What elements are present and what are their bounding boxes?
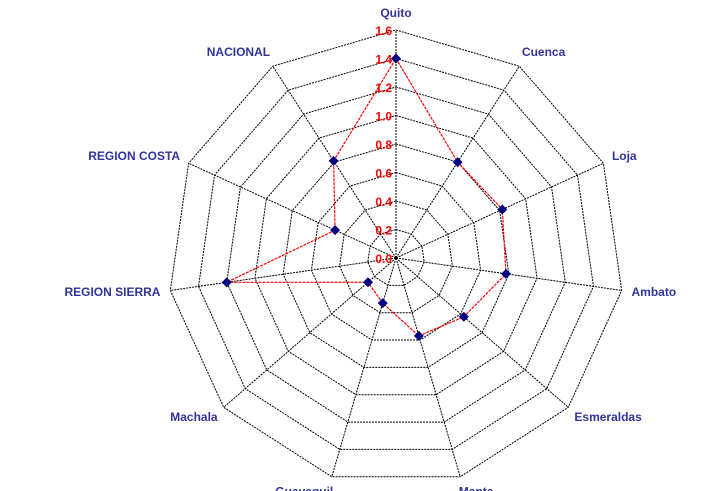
category-label: Manta [459, 484, 494, 491]
grid-ring [254, 114, 538, 396]
category-label: Quito [380, 6, 411, 20]
marker [413, 330, 424, 341]
grid-ring [198, 57, 594, 450]
tick-label: 1.0 [375, 110, 392, 124]
spoke [395, 257, 461, 477]
tick-label: 0.4 [375, 195, 392, 209]
marker [362, 277, 373, 288]
grid-ring [282, 143, 510, 368]
marker [330, 225, 341, 236]
series-line [226, 57, 507, 337]
spoke [188, 162, 397, 259]
marker [497, 204, 508, 215]
marker [328, 155, 339, 166]
tick-label: 1.4 [375, 53, 392, 67]
marker [501, 268, 512, 279]
marker [391, 53, 401, 64]
category-label: Ambato [632, 285, 677, 299]
category-label: Cuenca [522, 45, 566, 59]
spoke [331, 257, 397, 477]
grid-ring [226, 86, 566, 423]
category-label: Machala [170, 410, 218, 424]
marker [377, 298, 388, 309]
tick-label: 0.8 [375, 138, 392, 152]
marker [221, 277, 232, 288]
category-label: NACIONAL [207, 45, 270, 59]
tick-label: 0.6 [375, 167, 392, 181]
grid-ring [310, 171, 482, 341]
tick-label: 1.6 [375, 24, 392, 38]
tick-label: 0.2 [375, 224, 392, 238]
spoke [395, 257, 569, 408]
marker [452, 157, 463, 168]
spoke [395, 257, 622, 291]
category-label: Esmeraldas [574, 410, 642, 424]
category-label: Loja [612, 149, 637, 163]
grid-ring [169, 29, 623, 478]
grid-ring [339, 200, 453, 314]
grid-ring [367, 228, 425, 286]
category-label: REGION COSTA [88, 149, 180, 163]
category-label: Guayaquil [275, 484, 333, 491]
tick-label: 0.0 [375, 252, 392, 266]
spoke [170, 257, 397, 291]
marker [458, 311, 469, 322]
category-label: REGION SIERRA [64, 285, 160, 299]
